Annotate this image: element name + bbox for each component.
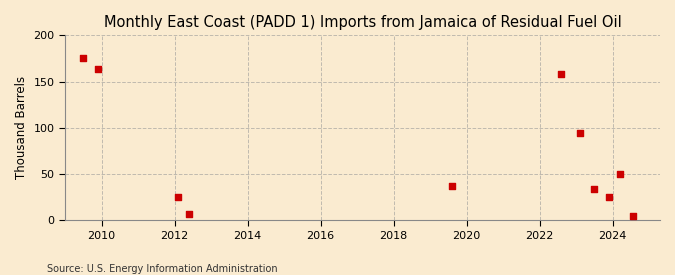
Title: Monthly East Coast (PADD 1) Imports from Jamaica of Residual Fuel Oil: Monthly East Coast (PADD 1) Imports from… <box>104 15 622 30</box>
Point <box>603 195 614 199</box>
Point <box>173 195 184 199</box>
Point <box>574 131 585 136</box>
Point <box>589 187 599 191</box>
Text: Source: U.S. Energy Information Administration: Source: U.S. Energy Information Administ… <box>47 264 278 274</box>
Point <box>92 67 103 71</box>
Y-axis label: Thousand Barrels: Thousand Barrels <box>15 76 28 179</box>
Point <box>627 213 638 218</box>
Point <box>447 184 458 188</box>
Point <box>614 172 625 176</box>
Point <box>184 212 194 216</box>
Point <box>556 72 567 76</box>
Point <box>78 56 88 61</box>
